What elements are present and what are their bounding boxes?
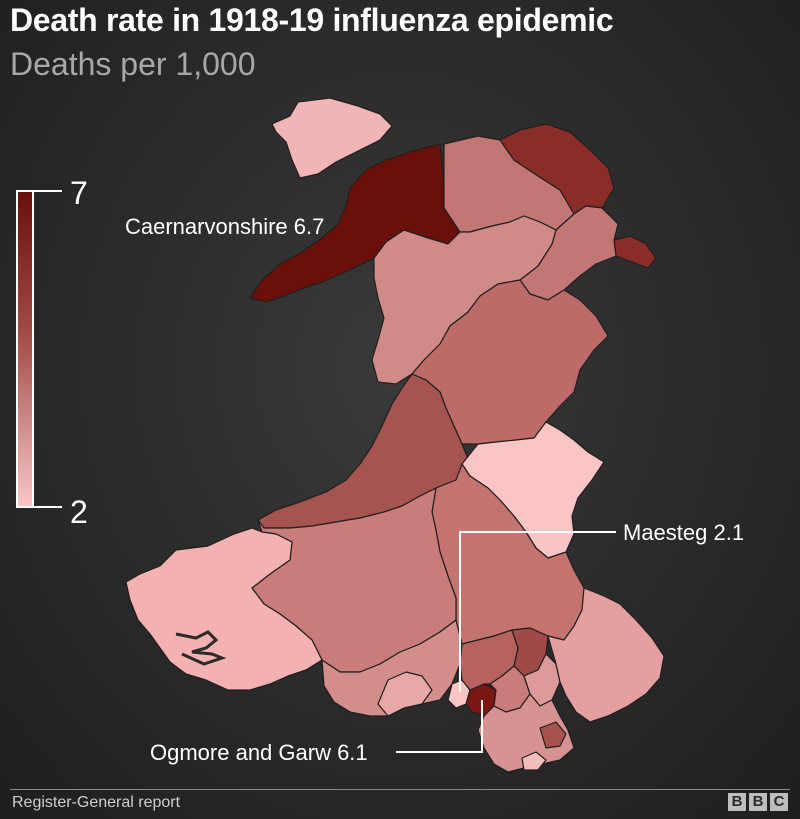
annotation-maesteg: Maesteg 2.1 [623,520,745,545]
region-anglesey [271,97,393,179]
bbc-logo-letter-3: C [770,793,788,811]
legend-color-bar [16,190,34,508]
chart-title: Death rate in 1918-19 influenza epidemic [10,2,614,38]
annotation-caernarvonshire: Caernarvonshire 6.7 [125,214,325,239]
region-pembrokeshire [125,527,323,691]
region-flintshire [499,123,615,215]
annotation-ogmore-garw: Ogmore and Garw 6.1 [150,740,368,765]
legend-tick-max [34,190,62,192]
region-monmouthshire [547,587,665,723]
region-flintshire-detached [613,235,657,269]
chart-subtitle: Deaths per 1,000 [10,46,256,82]
maesteg-leader-line [459,531,616,692]
bbc-logo: B B C [728,793,788,811]
legend-min-label: 2 [70,494,88,530]
legend-tick-min [34,506,62,508]
bbc-logo-letter-2: B [749,793,767,811]
legend-max-label: 7 [70,175,88,211]
region-south-glamorgan [477,693,575,773]
source-note: Register-General report [12,794,181,811]
region-penarth [521,751,547,771]
bbc-logo-letter-1: B [728,793,746,811]
region-gower [377,671,433,717]
ogmore-leader-line [396,700,483,753]
footer-divider [10,789,790,790]
region-barry [539,721,567,749]
